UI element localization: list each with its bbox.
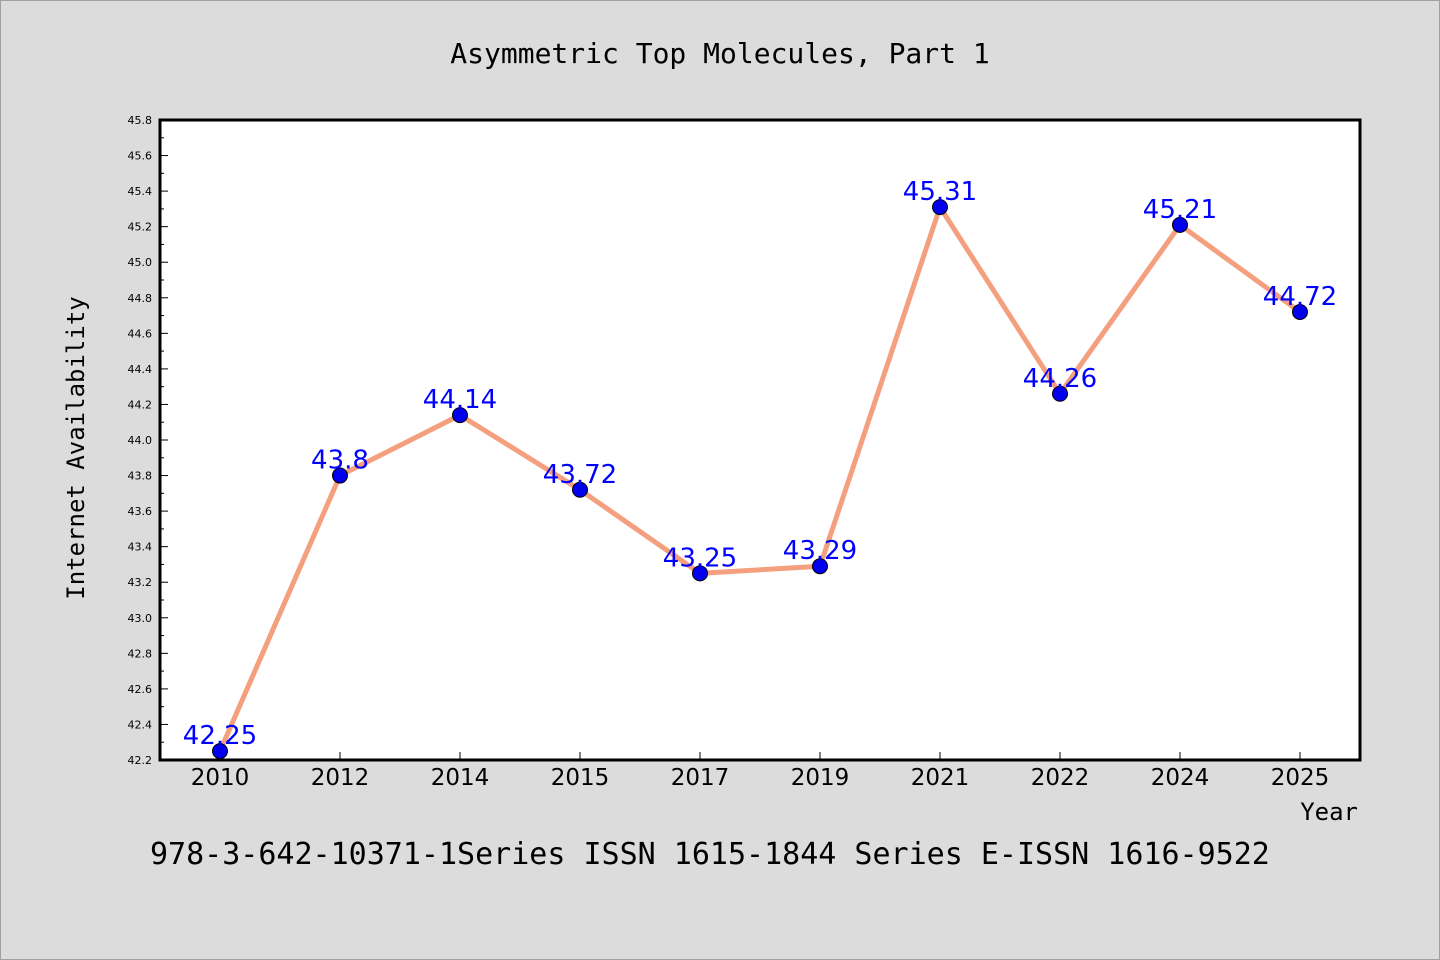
x-tick-label: 2010: [191, 765, 250, 791]
y-tick-label: 44.4: [128, 363, 153, 376]
y-tick-label: 44.6: [128, 327, 153, 340]
y-tick-label: 44.2: [128, 398, 153, 411]
x-tick-label: 2024: [1151, 765, 1210, 791]
chart-title: Asymmetric Top Molecules, Part 1: [450, 37, 989, 70]
y-tick-label: 42.8: [128, 647, 153, 660]
x-axis: 2010 2012 2014 2015 2017 2019 2021 2022 2024 2025: [191, 752, 1330, 791]
y-axis: 42.2 42.4 42.6 42.8 43.0 43.2 43.4 43.6 43.8 44.0…: [128, 114, 168, 767]
x-tick-label: 2021: [911, 765, 970, 791]
data-labels-group: 42.25 43.8 44.14 43.72 43.25 43.29 45.31 44.26 4…: [183, 177, 1337, 751]
y-tick-label: 43.8: [128, 470, 153, 483]
y-tick-label: 45.0: [128, 256, 153, 269]
data-label: 43.8: [311, 446, 369, 476]
data-label: 45.31: [903, 177, 977, 207]
data-point-marker: [452, 407, 468, 424]
data-point-marker: [932, 199, 948, 216]
y-tick-label: 45.2: [128, 221, 153, 234]
data-label: 43.29: [783, 536, 857, 566]
x-axis-label: Year: [1300, 798, 1358, 826]
y-tick-label: 44.8: [128, 292, 153, 305]
data-point-marker: [212, 743, 228, 760]
plot-area: [158, 118, 1362, 762]
data-point-marker: [1052, 385, 1068, 402]
footer-text: 978-3-642-10371-1Series ISSN 1615-1844 S…: [150, 837, 1270, 872]
x-tick-label: 2019: [791, 765, 850, 791]
y-tick-label: 42.6: [128, 683, 153, 696]
series-group: [212, 199, 1308, 760]
y-tick-label: 43.4: [128, 541, 153, 554]
y-tick-label: 42.4: [128, 718, 153, 731]
data-label: 43.25: [663, 543, 737, 573]
y-tick-label: 42.2: [128, 754, 153, 767]
x-tick-label: 2022: [1031, 765, 1090, 791]
x-tick-label: 2017: [671, 765, 730, 791]
data-point-marker: [572, 481, 588, 498]
data-label: 43.72: [543, 460, 617, 490]
y-tick-label: 43.6: [128, 505, 153, 518]
y-axis-label: Internet Availability: [62, 296, 90, 599]
y-tick-label: 45.8: [128, 114, 153, 127]
data-point-marker: [692, 565, 708, 582]
y-tick-label: 45.6: [128, 150, 153, 163]
x-tick-label: 2015: [551, 765, 610, 791]
data-point-marker: [812, 558, 828, 575]
y-tick-label: 43.2: [128, 576, 153, 589]
series-line: [217, 204, 1303, 754]
data-label: 42.25: [183, 721, 257, 751]
y-tick-label: 44.0: [128, 434, 153, 447]
data-label: 44.26: [1023, 364, 1097, 394]
data-point-marker: [1292, 304, 1308, 320]
data-label: 45.21: [1143, 195, 1217, 225]
data-point-marker: [332, 467, 348, 484]
x-tick-label: 2012: [311, 765, 370, 791]
data-point-marker: [1172, 216, 1188, 233]
x-tick-label: 2014: [431, 765, 490, 791]
y-tick-label: 45.4: [128, 185, 153, 198]
data-label: 44.72: [1263, 282, 1337, 312]
y-tick-label: 43.0: [128, 612, 153, 625]
x-tick-label: 2025: [1271, 765, 1330, 791]
data-label: 44.14: [423, 385, 497, 415]
